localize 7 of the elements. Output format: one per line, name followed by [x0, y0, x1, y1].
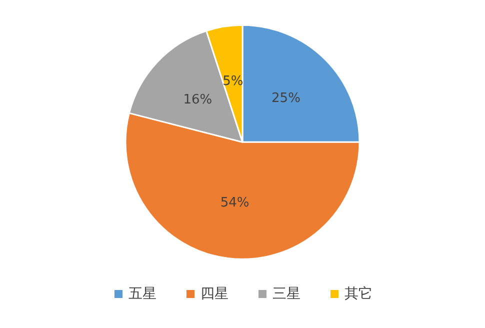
data-label: 16% — [183, 92, 212, 108]
legend-label: 五星 — [128, 286, 156, 302]
data-label: 54% — [220, 196, 250, 211]
legend-label: 其它 — [344, 286, 372, 302]
legend-label: 四星 — [200, 286, 228, 302]
data-label: 25% — [272, 91, 300, 106]
legend-label: 三星 — [272, 286, 300, 302]
